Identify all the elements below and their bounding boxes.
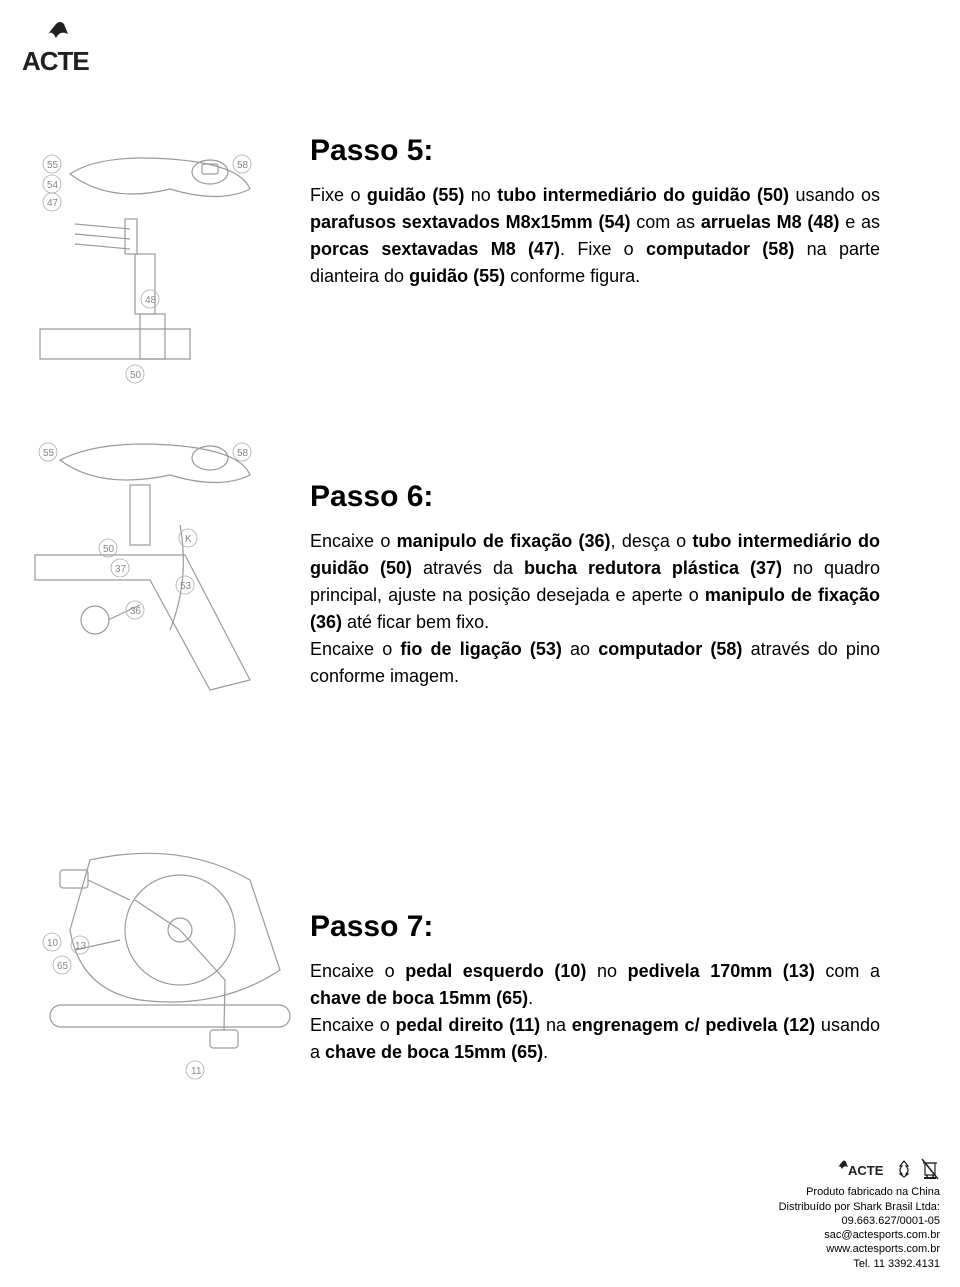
recycle-icon <box>894 1159 914 1179</box>
footer-line-2: Distribuído por Shark Brasil Ltda: <box>779 1200 940 1214</box>
svg-text:54: 54 <box>47 180 59 191</box>
svg-text:53: 53 <box>180 581 192 592</box>
svg-text:55: 55 <box>47 160 59 171</box>
step-6-illustration: 55 58 50 37 K 53 36 <box>20 430 290 710</box>
footer-line-6: Tel. 11 3392.4131 <box>779 1257 940 1271</box>
svg-text:11: 11 <box>191 1066 202 1077</box>
step-7-title: Passo 7: <box>310 910 880 944</box>
weee-bin-icon <box>920 1157 940 1181</box>
footer-line-5: www.actesports.com.br <box>779 1242 940 1256</box>
footer-line-4: sac@actesports.com.br <box>779 1228 940 1242</box>
footer-line-3: 09.663.627/0001-05 <box>779 1214 940 1228</box>
step-6-text: Passo 6: Encaixe o manipulo de fixação (… <box>310 480 880 690</box>
step-7-body: Encaixe o pedal esquerdo (10) no pedivel… <box>310 958 880 1066</box>
step-6-block: 55 58 50 37 K 53 36 Passo 6: Encaixe o m… <box>20 430 900 710</box>
svg-text:65: 65 <box>57 961 69 972</box>
footer-block: ACTE Produto fabricado na China Distribu… <box>779 1157 940 1271</box>
acte-footer-logo-icon: ACTE <box>836 1158 888 1180</box>
svg-text:50: 50 <box>130 370 142 381</box>
svg-text:50: 50 <box>103 544 115 555</box>
step-7-illustration: 10 13 65 11 <box>20 830 310 1090</box>
step-7-text: Passo 7: Encaixe o pedal esquerdo (10) n… <box>310 910 880 1066</box>
step-5-block: 55 58 54 47 48 50 Passo 5: Fixe o guidão… <box>20 134 900 414</box>
svg-text:48: 48 <box>145 295 157 306</box>
svg-text:ACTE: ACTE <box>848 1163 884 1178</box>
svg-text:13: 13 <box>75 941 87 952</box>
footer-logo-row: ACTE <box>779 1157 940 1181</box>
brand-logo-top: ACTE <box>20 20 98 78</box>
svg-text:58: 58 <box>237 160 249 171</box>
footer-line-1: Produto fabricado na China <box>779 1185 940 1199</box>
acte-logo-icon: ACTE <box>20 20 98 78</box>
svg-text:10: 10 <box>47 938 59 949</box>
svg-text:58: 58 <box>237 448 249 459</box>
svg-text:K: K <box>185 534 192 545</box>
svg-text:47: 47 <box>47 198 59 209</box>
svg-text:36: 36 <box>130 606 142 617</box>
svg-text:ACTE: ACTE <box>22 46 89 76</box>
step-5-illustration: 55 58 54 47 48 50 <box>20 134 290 414</box>
step-5-body: Fixe o guidão (55) no tubo intermediário… <box>310 182 880 290</box>
step-6-body: Encaixe o manipulo de fixação (36), desç… <box>310 528 880 690</box>
step-7-block: 10 13 65 11 Passo 7: Encaixe o pedal esq… <box>20 830 900 1090</box>
svg-text:55: 55 <box>43 448 55 459</box>
step-5-text: Passo 5: Fixe o guidão (55) no tubo inte… <box>310 134 880 290</box>
step-5-title: Passo 5: <box>310 134 880 168</box>
svg-text:37: 37 <box>115 564 127 575</box>
step-6-title: Passo 6: <box>310 480 880 514</box>
